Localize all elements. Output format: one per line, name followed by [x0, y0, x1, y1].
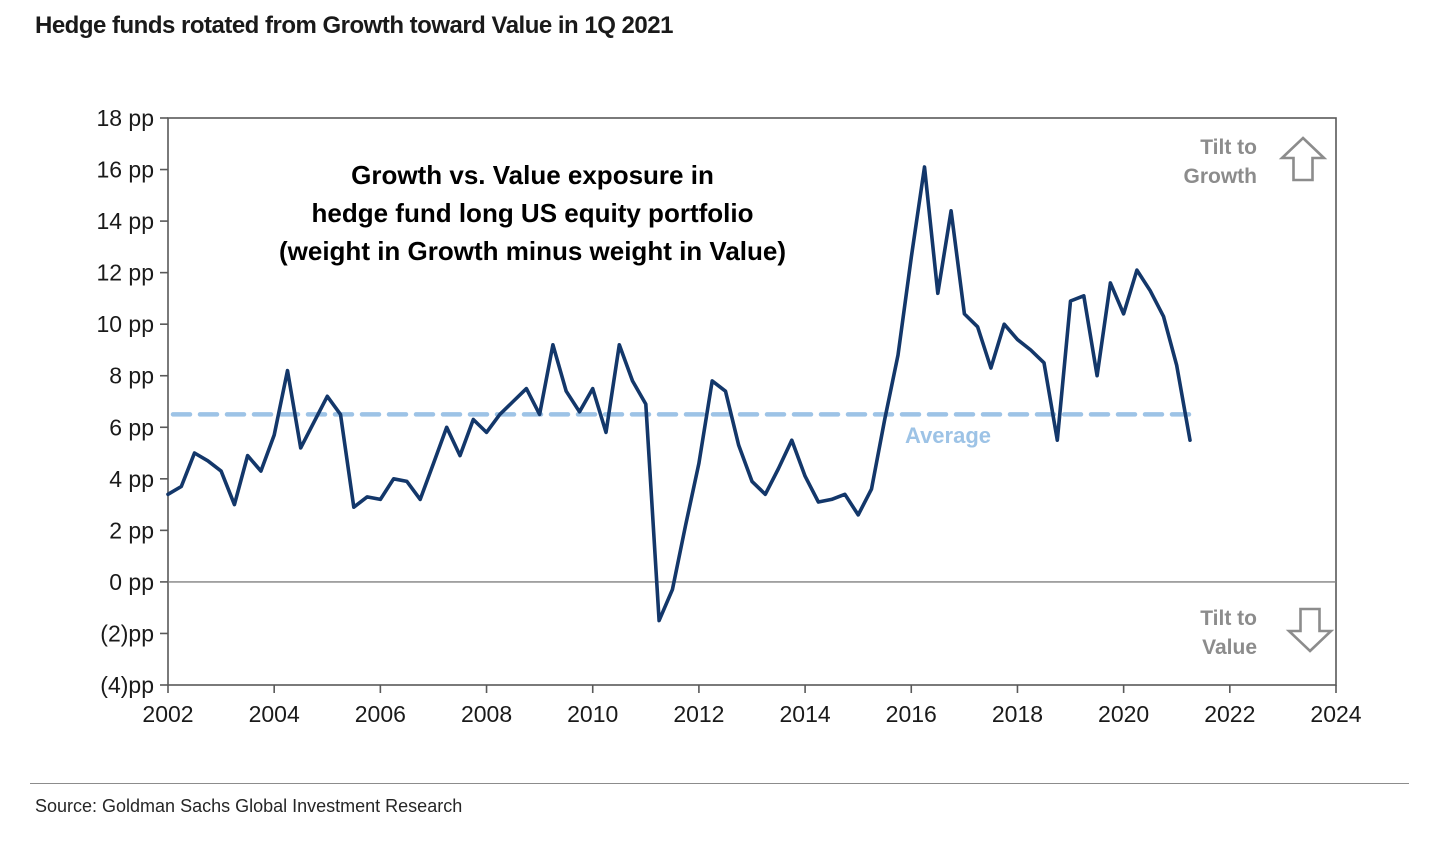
tilt-to-value-label: Tilt to Value — [1097, 604, 1257, 662]
x-tick-label: 2010 — [567, 701, 618, 727]
tilt-to-value-down-arrow-icon — [1285, 607, 1335, 653]
y-tick-label: 0 pp — [109, 569, 154, 595]
x-tick-label: 2002 — [142, 701, 193, 727]
x-tick-label: 2024 — [1310, 701, 1361, 727]
tilt-to-growth-label: Tilt to Growth — [1097, 133, 1258, 191]
y-tick-label: 14 pp — [96, 208, 154, 234]
y-tick-label: (4)pp — [100, 672, 154, 698]
y-tick-label: (2)pp — [100, 620, 154, 646]
y-tick-label: 18 pp — [96, 105, 154, 131]
chart-inner-title-line2: hedge fund long US equity portfolio — [311, 198, 754, 228]
tilt-to-value-line2: Value — [1202, 636, 1257, 659]
page-title: Hedge funds rotated from Growth toward V… — [35, 12, 673, 39]
exposure-series-line — [166, 165, 1192, 623]
x-tick-label: 2006 — [355, 701, 406, 727]
y-tick-label: 12 pp — [96, 260, 154, 286]
y-tick-label: 2 pp — [109, 517, 154, 543]
average-label: Average — [905, 423, 992, 448]
x-tick-label: 2008 — [461, 701, 512, 727]
chart-inner-title: Growth vs. Value exposure in hedge fund … — [225, 156, 840, 270]
y-tick-label: 16 pp — [96, 157, 154, 183]
tilt-to-growth-line2: Growth — [1183, 165, 1258, 188]
x-tick-label: 2022 — [1204, 701, 1255, 727]
x-tick-label: 2012 — [673, 701, 724, 727]
chart-inner-title-line3: (weight in Growth minus weight in Value) — [278, 236, 786, 266]
y-tick-label: 10 pp — [96, 311, 154, 337]
y-tick-label: 4 pp — [109, 466, 154, 492]
y-tick-label: 6 pp — [109, 414, 154, 440]
x-tick-label: 2014 — [780, 701, 831, 727]
plot-frame — [167, 117, 1337, 686]
x-tick-label: 2016 — [886, 701, 937, 727]
tilt-to-growth-up-arrow-icon — [1278, 136, 1328, 182]
tilt-to-value-line1: Tilt to — [1200, 607, 1257, 630]
chart-inner-title-line1: Growth vs. Value exposure in — [351, 160, 714, 190]
x-tick-label: 2020 — [1098, 701, 1149, 727]
y-tick-label: 8 pp — [109, 363, 154, 389]
tilt-to-growth-line1: Tilt to — [1200, 136, 1257, 159]
x-tick-label: 2018 — [992, 701, 1043, 727]
x-tick-label: 2004 — [249, 701, 300, 727]
footer-divider — [30, 783, 1409, 784]
source-note: Source: Goldman Sachs Global Investment … — [35, 796, 463, 816]
